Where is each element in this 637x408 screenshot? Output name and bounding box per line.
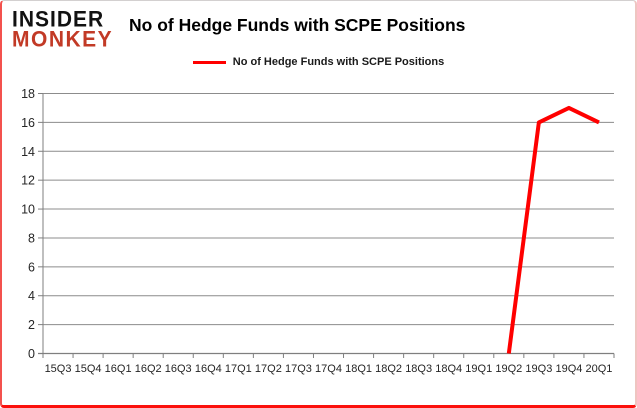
legend-label: No of Hedge Funds with SCPE Positions — [232, 56, 445, 68]
x-tick-label: 17Q2 — [255, 363, 282, 375]
series-line — [506, 105, 600, 354]
x-tick-label: 19Q4 — [555, 363, 582, 375]
x-tick-label: 15Q4 — [75, 363, 102, 375]
y-tick-label: 6 — [28, 260, 35, 274]
x-tick-label: 18Q4 — [435, 363, 462, 375]
x-tick-label: 17Q1 — [225, 363, 252, 375]
x-tick-label: 19Q2 — [495, 363, 522, 375]
y-tick-label: 0 — [28, 347, 35, 361]
y-tick-label: 2 — [28, 318, 35, 332]
x-tick-label: 17Q4 — [315, 363, 342, 375]
x-tick-label: 16Q3 — [165, 363, 192, 375]
x-tick-label: 16Q4 — [195, 363, 222, 375]
chart-title: No of Hedge Funds with SCPE Positions — [129, 15, 466, 35]
logo-insider-text: INSIDER — [12, 7, 105, 32]
x-tick-label: 15Q3 — [45, 363, 72, 375]
x-tick-label: 16Q1 — [105, 363, 132, 375]
x-tick-label: 19Q1 — [465, 363, 492, 375]
x-tick-label: 18Q2 — [375, 363, 402, 375]
x-tick-label: 20Q1 — [586, 363, 613, 375]
legend-line-swatch — [192, 60, 226, 64]
x-tick-label: 18Q1 — [345, 363, 372, 375]
logo-monkey-text: MONKEY — [12, 27, 114, 52]
x-tick-label: 18Q3 — [405, 363, 432, 375]
y-tick-label: 14 — [21, 145, 35, 159]
y-tick-label: 12 — [21, 174, 35, 188]
y-tick-label: 18 — [21, 87, 35, 101]
y-tick-label: 10 — [21, 203, 35, 217]
insider-monkey-logo: INSIDER MONKEY — [12, 7, 114, 52]
x-tick-label: 16Q2 — [135, 363, 162, 375]
chart-legend: No of Hedge Funds with SCPE Positions — [2, 56, 635, 68]
x-tick-label: 17Q3 — [285, 363, 312, 375]
y-tick-label: 16 — [21, 116, 35, 130]
y-tick-label: 4 — [28, 289, 35, 303]
y-tick-label: 8 — [28, 231, 35, 245]
x-tick-label: 19Q3 — [525, 363, 552, 375]
